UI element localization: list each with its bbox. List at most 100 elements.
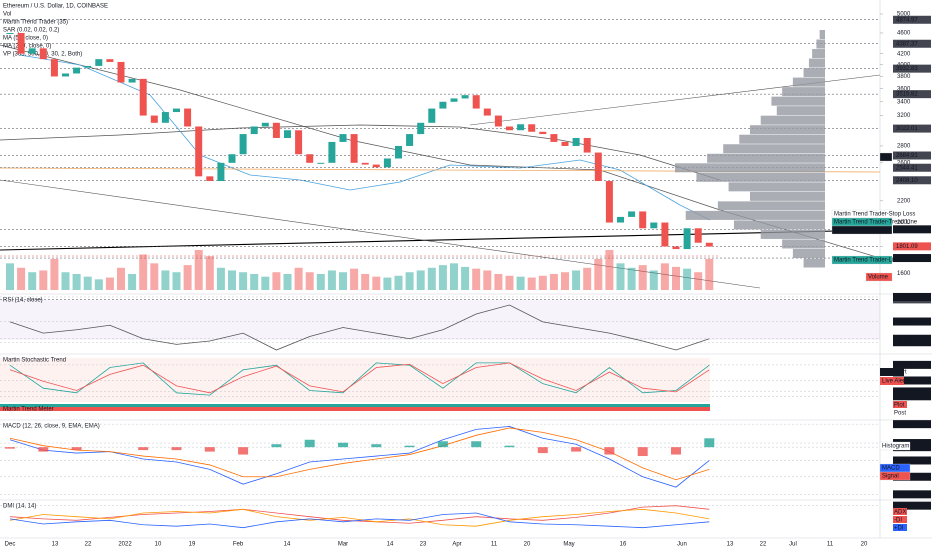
candle xyxy=(661,222,669,247)
volume-profile-bar xyxy=(733,220,825,230)
trend-meter xyxy=(0,404,710,407)
candle xyxy=(594,152,602,182)
stoch-tag-label: Live Alert xyxy=(882,370,907,376)
x-tick-label: 16 xyxy=(620,542,627,548)
volume-bar xyxy=(39,270,48,290)
pane-badge xyxy=(893,360,931,369)
indicator-tag xyxy=(865,272,893,282)
stoch-tag xyxy=(880,368,904,376)
macd-line xyxy=(9,426,710,488)
volume-bar xyxy=(705,258,714,290)
candle xyxy=(694,228,702,243)
candle xyxy=(528,124,536,132)
indicator-tag xyxy=(831,255,893,265)
candle xyxy=(6,32,14,34)
pane-title: Martin Trend Meter xyxy=(3,407,54,413)
volume-bar xyxy=(660,263,669,290)
candle xyxy=(117,61,125,83)
volume-profile-bar xyxy=(776,106,825,116)
histogram-bar xyxy=(171,447,182,451)
candle xyxy=(339,134,347,142)
volume-bar xyxy=(139,254,148,290)
price-badge-label: 1941.11 xyxy=(896,227,918,233)
trend-meter xyxy=(0,407,710,411)
x-tick-label: Dec xyxy=(5,542,16,548)
volume-bar xyxy=(194,250,203,290)
price-badge xyxy=(893,39,931,48)
candle xyxy=(372,164,380,168)
candle xyxy=(683,228,691,250)
volume-bar xyxy=(172,272,181,290)
histogram-bar xyxy=(238,447,249,455)
legend-line: Vol xyxy=(3,12,11,18)
histogram-bar xyxy=(671,447,681,455)
candle xyxy=(639,211,647,229)
volume-bar xyxy=(161,270,170,290)
dmi-tag xyxy=(893,516,907,523)
y-tick-label: 3600 xyxy=(897,86,911,92)
volume-bar xyxy=(72,274,81,290)
y-tick-label: 1600 xyxy=(897,271,911,277)
pane-badge xyxy=(893,439,931,448)
volume-bar xyxy=(94,279,103,290)
x-tick-label: 22 xyxy=(85,542,92,548)
meter-tag-label: Plot xyxy=(894,403,905,409)
volume-bar xyxy=(438,265,447,290)
indicator-tag-label: Volume xyxy=(868,275,889,281)
volume-bar xyxy=(272,272,281,290)
volume-bar xyxy=(383,277,392,290)
volume-profile-bar xyxy=(803,258,825,268)
histogram-bar xyxy=(271,444,282,448)
indicator-tag-label: Martin Trend Trader-Stop Loss xyxy=(834,212,915,218)
price-badge xyxy=(893,242,931,251)
candle xyxy=(572,137,580,146)
candle xyxy=(383,158,391,168)
pane-title: Martin Stochastic Trend xyxy=(3,358,66,364)
volume-bar xyxy=(283,274,292,290)
candle xyxy=(195,126,203,177)
price-badge-label: 2408.10 xyxy=(896,178,918,184)
volume-profile-bar xyxy=(792,248,825,258)
y-tick-label: 5000 xyxy=(897,12,911,18)
signal-line xyxy=(9,427,710,481)
candle xyxy=(461,95,469,99)
martin-trend-line xyxy=(0,229,881,251)
volume-bar xyxy=(416,270,425,290)
indicator-tag-label: Martin Trend Trader-Trend Line xyxy=(834,220,918,226)
x-tick-label: 10 xyxy=(155,542,162,548)
x-tick-label: 13 xyxy=(52,542,59,548)
volume-profile-bar xyxy=(707,153,825,163)
volume-profile-bar xyxy=(685,210,825,220)
histogram-bar xyxy=(504,445,515,448)
candle xyxy=(28,48,36,54)
volume-profile-bar xyxy=(739,134,825,144)
price-badge-label: 2684.91 xyxy=(896,153,918,159)
x-tick-label: Apr xyxy=(452,542,461,548)
price-badge-label: 1711.06 xyxy=(896,256,918,262)
volume-bar xyxy=(494,274,503,290)
indicator-tag-label: Martin Trend Trader-Live Alert xyxy=(834,258,914,264)
volume-profile-bar xyxy=(803,68,825,78)
y-tick-label: 4200 xyxy=(897,51,911,57)
dmi-tag xyxy=(893,508,907,515)
x-tick-label: 20 xyxy=(524,542,531,548)
candle xyxy=(317,162,325,164)
volume-bar xyxy=(294,267,303,290)
histogram-bar xyxy=(637,447,648,457)
candle xyxy=(228,154,236,163)
indicator-tag-label: NA xyxy=(882,155,890,161)
candle xyxy=(239,134,247,155)
volume-bar xyxy=(427,267,436,290)
indicator-tag xyxy=(831,225,893,235)
candle xyxy=(173,108,180,113)
volume-profile-bar xyxy=(750,125,825,135)
legend-line: Martin Trend Trader (35) xyxy=(3,20,68,26)
volume-bar xyxy=(572,270,581,290)
histogram-bar xyxy=(304,439,315,448)
minus_di-line xyxy=(9,508,710,527)
candle xyxy=(62,73,69,77)
candle xyxy=(17,32,25,54)
histogram-bar xyxy=(404,445,415,448)
ma-50 xyxy=(19,54,711,221)
